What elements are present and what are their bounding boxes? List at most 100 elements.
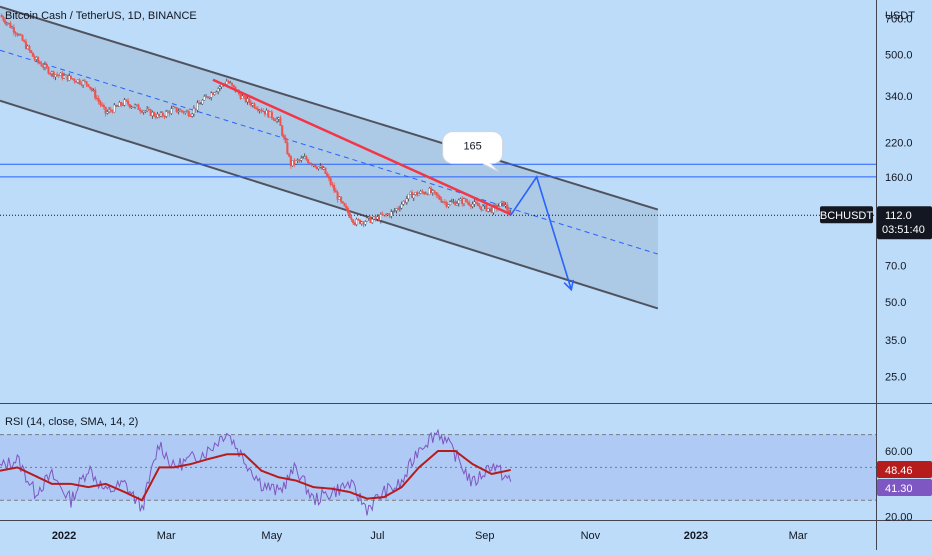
candle-body (37, 57, 40, 62)
candle-body (211, 92, 214, 95)
projection-path[interactable] (510, 175, 573, 290)
candle-body (120, 102, 123, 106)
candle-body (239, 93, 242, 99)
candle-body (481, 205, 485, 211)
candle-body (307, 159, 310, 164)
candle-body (111, 110, 114, 113)
candle-body (274, 119, 277, 122)
candle-body (199, 103, 202, 105)
candle-body (38, 61, 41, 64)
candle-body (40, 63, 43, 67)
candle-body (288, 153, 291, 157)
callout-bubble[interactable] (442, 131, 504, 173)
symbol-tag-text: BCHUSDT (820, 210, 873, 222)
candle-body (227, 81, 230, 84)
candle-body (272, 117, 275, 120)
time-axis-label: 2023 (684, 530, 708, 542)
candle-body (334, 190, 337, 193)
candle-body (355, 219, 358, 225)
candle-body (154, 115, 157, 118)
candle-body (390, 211, 393, 217)
candle-body (452, 201, 455, 203)
candle-body (28, 45, 31, 51)
candle-body (424, 193, 427, 195)
candle-body (50, 71, 53, 74)
channel-fill (0, 6, 658, 309)
candle-body (210, 92, 213, 98)
time-axis-label: 2022 (52, 530, 76, 542)
candle-body (229, 82, 232, 84)
channel-lower-line (0, 99, 659, 310)
rsi-value-tag: 41.30 (885, 483, 913, 495)
candle-body (485, 205, 488, 212)
candle-body (73, 78, 76, 82)
candle-body (42, 66, 45, 68)
projection-arrowhead (563, 279, 575, 292)
candle-body (320, 165, 324, 170)
rsi-tick-label: 20.00 (885, 512, 913, 524)
candle-body (262, 110, 265, 112)
candle-body (251, 103, 254, 106)
candle-body (232, 84, 235, 87)
candle-body (66, 74, 69, 81)
candle-body (146, 108, 149, 112)
candle-body (135, 104, 138, 106)
candle-body (303, 156, 306, 159)
candle-body (376, 216, 379, 220)
candle-body (383, 213, 386, 216)
candle-body (249, 102, 253, 106)
price-tick-label: 340.0 (885, 91, 913, 103)
candle-body (21, 35, 24, 41)
candle-body (436, 194, 440, 197)
candle-body (4, 20, 7, 24)
candle-body (158, 113, 161, 117)
candle-body (246, 98, 249, 103)
candle-body (206, 96, 209, 98)
candle-body (343, 202, 346, 207)
candle-body (23, 40, 26, 42)
candle-body (104, 106, 107, 114)
candle-body (412, 194, 415, 199)
candle-body (310, 163, 313, 166)
candle-body (487, 208, 490, 212)
candle-body (56, 74, 59, 76)
candle-body (170, 108, 173, 114)
candle-body (506, 204, 509, 211)
price-tick-label: 25.0 (885, 371, 906, 383)
candle-body (360, 221, 363, 224)
candle-body (476, 203, 479, 206)
candle-body (281, 125, 284, 136)
candle-body (116, 105, 119, 108)
price-tick-label: 50.0 (885, 297, 906, 309)
candle-body (11, 27, 14, 29)
candle-body (161, 112, 164, 117)
candle-body (431, 190, 434, 193)
candle-body (457, 199, 460, 204)
candle-body (462, 198, 466, 204)
candle-body (88, 86, 92, 89)
rsi-value-tag-bg (877, 478, 932, 496)
candle-body (153, 112, 156, 117)
candle-body (315, 166, 318, 169)
candle-body (414, 192, 417, 195)
candle-body (5, 22, 8, 24)
candle-body (428, 188, 431, 195)
candle-body (113, 104, 116, 113)
red-trendline[interactable] (212, 78, 512, 216)
candle-body (163, 115, 166, 117)
candle-body (416, 192, 419, 196)
candle-body (312, 164, 315, 166)
candle-body (346, 208, 350, 214)
candle-body (191, 113, 194, 117)
candle-body (471, 203, 474, 207)
candle-body (443, 201, 446, 203)
candle-body (265, 110, 268, 115)
candle-body (400, 204, 403, 209)
candle-body (499, 202, 502, 207)
candle-body (449, 201, 452, 205)
candle-body (182, 111, 185, 113)
candle-body (378, 216, 381, 221)
candle-body (381, 214, 384, 216)
